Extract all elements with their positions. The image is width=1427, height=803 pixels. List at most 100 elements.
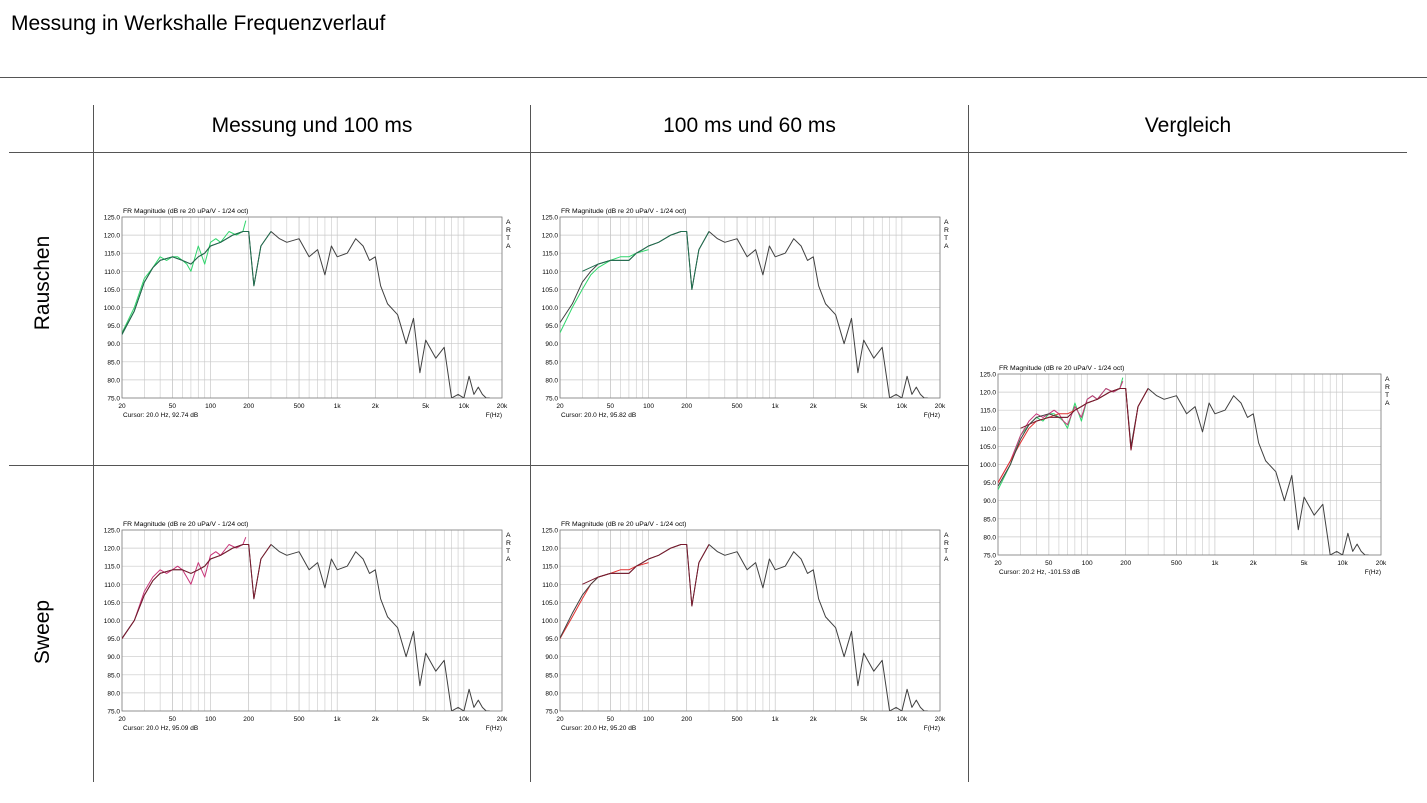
y-tick-label: 100.0 <box>542 618 559 625</box>
y-tick-label: 115.0 <box>104 251 120 258</box>
x-tick-label: 50 <box>607 716 615 723</box>
chart-title: FR Magnitude (dB re 20 uPa/V - 1/24 oct) <box>561 208 686 215</box>
chart-panel-sweep-60ms: 75.0 80.0 85.0 90.0 95.0 100.0 105.0 110.0 115.0… <box>532 510 965 736</box>
series-line-0 <box>122 220 247 334</box>
y-tick-label: 115.0 <box>104 564 120 571</box>
y-tick-label: 85.0 <box>107 359 120 366</box>
chart-panel-rauschen-messung: 75.0 80.0 85.0 90.0 95.0 100.0 105.0 110.0 115.0… <box>94 197 527 423</box>
x-tick-label: 100 <box>643 716 654 723</box>
y-tick-label: 110.0 <box>542 269 558 276</box>
y-tick-label: 95.0 <box>983 480 996 487</box>
side-label-letter: A <box>506 219 511 226</box>
x-tick-label: 10k <box>459 403 470 410</box>
side-label-letter: A <box>944 219 949 226</box>
y-tick-label: 115.0 <box>542 564 558 571</box>
series-line-1 <box>998 381 1124 483</box>
page-title: Messung in Werkshalle Frequenzverlauf <box>11 12 386 35</box>
x-tick-label: 20k <box>497 403 508 410</box>
side-label-letter: A <box>944 532 949 539</box>
y-tick-label: 105.0 <box>542 600 559 607</box>
column-header-2: 100 ms und 60 ms <box>663 114 836 137</box>
x-tick-label: 2k <box>810 403 818 410</box>
y-tick-label: 80.0 <box>545 377 558 384</box>
x-axis-label: F(Hz) <box>924 725 940 732</box>
x-tick-label: 5k <box>1301 560 1309 567</box>
side-label-letter: T <box>506 235 510 242</box>
chart-title: FR Magnitude (dB re 20 uPa/V - 1/24 oct) <box>123 521 248 528</box>
x-tick-label: 20 <box>118 716 126 723</box>
y-tick-label: 120.0 <box>104 233 121 240</box>
y-tick-label: 85.0 <box>983 516 996 523</box>
x-tick-label: 200 <box>243 716 254 723</box>
plot-frame <box>121 216 503 399</box>
cursor-readout: Cursor: 20.0 Hz, 95.82 dB <box>561 412 636 419</box>
series-line-2 <box>582 544 710 607</box>
side-label-letter: R <box>944 227 949 234</box>
y-tick-label: 105.0 <box>104 287 121 294</box>
y-tick-label: 125.0 <box>542 528 559 535</box>
row-header-rauschen: Rauschen <box>31 235 54 331</box>
x-tick-label: 2k <box>1250 560 1258 567</box>
x-tick-label: 5k <box>860 716 868 723</box>
x-tick-label: 10k <box>897 403 908 410</box>
grid-line-v1 <box>530 105 531 782</box>
plot-frame <box>559 216 941 399</box>
y-tick-label: 95.0 <box>107 636 120 643</box>
side-label-letter: T <box>506 548 510 555</box>
y-tick-label: 105.0 <box>104 600 121 607</box>
y-tick-label: 125.0 <box>542 215 559 222</box>
grid-line-v0 <box>93 105 94 782</box>
side-label-letter: A <box>506 556 511 563</box>
y-tick-label: 120.0 <box>104 546 121 553</box>
y-tick-label: 85.0 <box>545 359 558 366</box>
x-tick-label: 20 <box>118 403 126 410</box>
chart-title: FR Magnitude (dB re 20 uPa/V - 1/24 oct) <box>123 208 248 215</box>
y-tick-label: 100.0 <box>104 618 121 625</box>
y-tick-label: 110.0 <box>104 269 120 276</box>
x-tick-label: 500 <box>732 716 743 723</box>
side-label-letter: A <box>1385 376 1390 383</box>
plot-frame <box>121 529 503 712</box>
x-tick-label: 20 <box>994 560 1002 567</box>
y-tick-label: 85.0 <box>107 672 120 679</box>
x-tick-label: 1k <box>334 716 342 723</box>
x-tick-label: 1k <box>772 716 780 723</box>
y-tick-label: 90.0 <box>107 654 120 661</box>
x-tick-label: 100 <box>643 403 654 410</box>
x-tick-label: 5k <box>860 403 868 410</box>
y-tick-label: 95.0 <box>545 323 558 330</box>
x-tick-label: 20 <box>556 716 564 723</box>
x-tick-label: 200 <box>243 403 254 410</box>
x-axis-label: F(Hz) <box>1365 569 1381 576</box>
y-tick-label: 115.0 <box>542 251 558 258</box>
y-tick-label: 95.0 <box>545 636 558 643</box>
cursor-readout: Cursor: 20.0 Hz, 95.20 dB <box>561 725 636 732</box>
x-tick-label: 50 <box>1045 560 1053 567</box>
x-tick-label: 1k <box>334 403 342 410</box>
y-tick-label: 120.0 <box>542 233 559 240</box>
y-tick-label: 80.0 <box>107 690 120 697</box>
x-tick-label: 200 <box>1120 560 1131 567</box>
series-line-0 <box>998 377 1124 491</box>
side-label-letter: A <box>506 532 511 539</box>
x-tick-label: 100 <box>205 716 216 723</box>
x-tick-label: 50 <box>607 403 615 410</box>
x-tick-label: 500 <box>294 716 305 723</box>
y-tick-label: 95.0 <box>107 323 120 330</box>
x-tick-label: 50 <box>169 403 177 410</box>
y-tick-label: 90.0 <box>983 498 996 505</box>
y-tick-label: 90.0 <box>545 341 558 348</box>
side-label-letter: R <box>1385 384 1390 391</box>
y-tick-label: 75.0 <box>545 396 558 403</box>
grid-line-h-row <box>9 465 968 466</box>
y-tick-label: 75.0 <box>107 709 120 716</box>
x-tick-label: 5k <box>422 716 430 723</box>
series-line-0 <box>122 537 247 639</box>
x-tick-label: 20 <box>556 403 564 410</box>
y-tick-label: 125.0 <box>980 372 997 379</box>
side-label-letter: T <box>944 548 948 555</box>
x-tick-label: 10k <box>1337 560 1348 567</box>
y-tick-label: 75.0 <box>107 396 120 403</box>
x-tick-label: 2k <box>810 716 818 723</box>
y-tick-label: 120.0 <box>542 546 559 553</box>
